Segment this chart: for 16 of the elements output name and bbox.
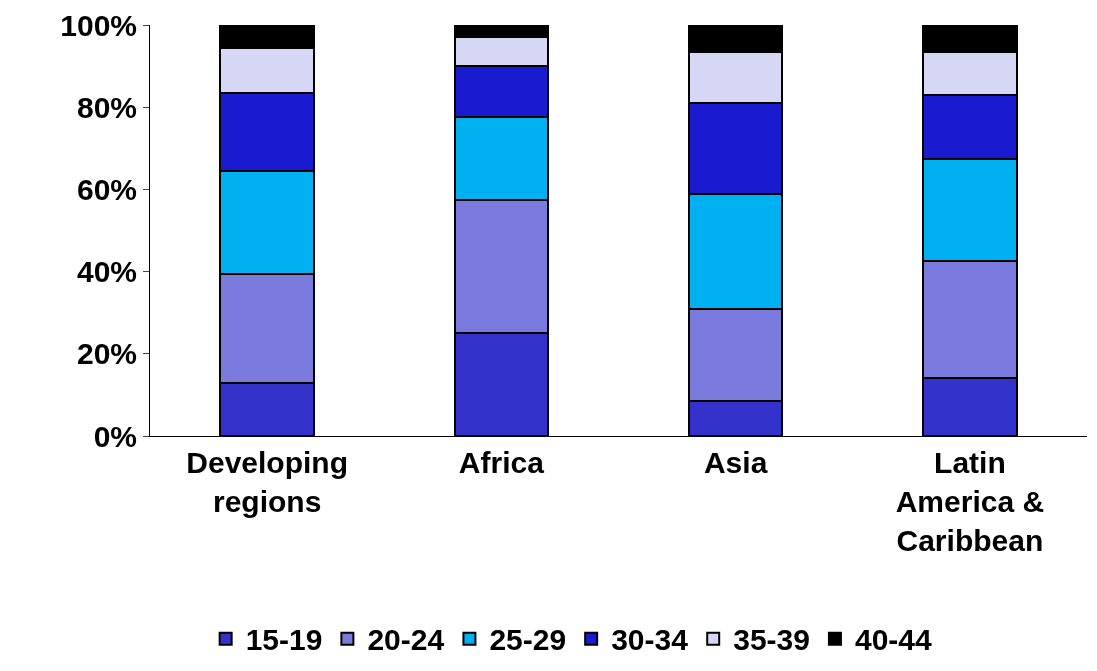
legend-label: 20-24 (367, 623, 445, 657)
y-tick-label: 40% (76, 255, 137, 289)
y-tick-label: 100% (60, 8, 137, 42)
legend-label: 40-44 (854, 623, 932, 657)
y-tick-label: 20% (76, 337, 137, 371)
x-tick-label: Africa (458, 446, 545, 479)
legend-label: 15-19 (245, 623, 323, 657)
y-tick-label: 60% (76, 172, 137, 206)
x-tick-label: Developing regions (186, 446, 348, 518)
y-tick-label: 80% (76, 90, 137, 124)
legend-label: 30-34 (611, 623, 689, 657)
y-tick-label: 0% (93, 419, 137, 453)
legend-label: 35-39 (733, 623, 810, 657)
x-tick-label: Asia (703, 446, 768, 479)
legend-label: 25-29 (489, 623, 567, 657)
x-tick-label: Latin America & Caribbean (895, 446, 1045, 557)
